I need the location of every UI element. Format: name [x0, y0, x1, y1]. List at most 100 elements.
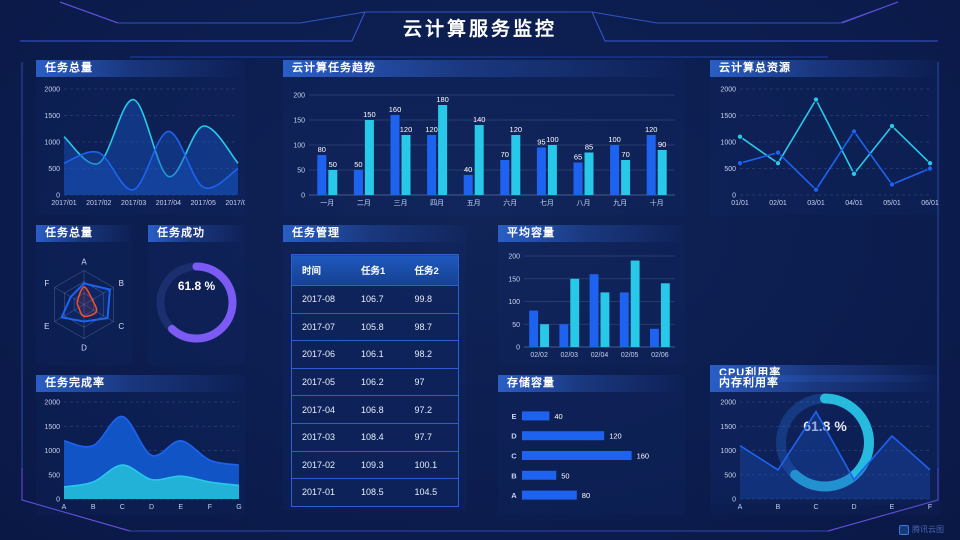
- svg-text:E: E: [44, 322, 49, 331]
- svg-text:G: G: [236, 504, 241, 511]
- svg-text:B: B: [511, 471, 517, 480]
- cpu-usage-value: 61.8 %: [710, 418, 940, 434]
- task-table-cell: 2017-05: [291, 367, 352, 396]
- panel-title-task-total-radar: 任务总量: [36, 225, 132, 242]
- svg-text:02/02: 02/02: [530, 352, 548, 359]
- panel-task-total-radar: 任务总量 A B C D E F: [36, 225, 132, 365]
- task-table-cell: 106.2: [351, 367, 405, 396]
- panel-title-total-resources: 云计算总资源: [710, 60, 940, 77]
- svg-text:2000: 2000: [44, 400, 60, 407]
- task-table-cell: 100.1: [404, 450, 459, 479]
- svg-text:50: 50: [329, 160, 337, 169]
- svg-text:50: 50: [512, 322, 520, 329]
- svg-text:十月: 十月: [650, 198, 664, 207]
- svg-text:1000: 1000: [44, 448, 60, 455]
- task-table-cell: 99.8: [404, 285, 459, 314]
- panel-task-success: 任务成功 61.8 %: [148, 225, 245, 365]
- svg-text:04/01: 04/01: [845, 200, 863, 207]
- svg-text:160: 160: [389, 105, 402, 114]
- svg-text:500: 500: [724, 472, 736, 479]
- storage-hbar-chart: E 40 D 120 C 160 B 50 A 80: [511, 411, 650, 500]
- task-table-row: 2017-07 105.8 98.7: [291, 312, 459, 341]
- task-table-cell: 106.1: [351, 340, 405, 369]
- task-total-area-chart: 0 500 1000 1500 2000 2017/01 2017/02 2017/03 201…: [44, 87, 245, 208]
- svg-text:65: 65: [574, 153, 582, 162]
- svg-text:2017/05: 2017/05: [191, 200, 216, 207]
- svg-text:1000: 1000: [44, 140, 60, 147]
- svg-text:B: B: [776, 504, 781, 511]
- panel-title-task-success: 任务成功: [148, 225, 245, 242]
- svg-text:A: A: [511, 491, 517, 500]
- task-table-header-task2: 任务2: [404, 254, 459, 286]
- svg-text:五月: 五月: [467, 199, 481, 207]
- task-table-cell: 2017-03: [291, 422, 352, 452]
- task-table: 时间 任务1 任务2 2017-08 106.7 99.8 2017-07 105.8 9…: [291, 254, 459, 507]
- svg-text:B: B: [119, 279, 124, 288]
- svg-text:1500: 1500: [720, 424, 736, 431]
- task-trend-bar-chart: 0501001502008050160120407095651001205015…: [293, 93, 675, 207]
- svg-text:1000: 1000: [720, 448, 736, 455]
- svg-text:2000: 2000: [44, 87, 60, 94]
- task-table-row: 2017-08 106.7 99.8: [291, 285, 459, 314]
- svg-text:四月: 四月: [430, 199, 444, 207]
- tencent-cloud-logo: 腾讯云图: [899, 524, 944, 535]
- memory-line-chart: 0 500 1000 1500 2000 A B C D E F: [720, 400, 932, 512]
- svg-text:1500: 1500: [44, 424, 60, 431]
- svg-text:E: E: [890, 504, 895, 511]
- task-table-row: 2017-05 106.2 97: [291, 367, 459, 396]
- svg-text:C: C: [813, 504, 818, 511]
- svg-text:120: 120: [425, 125, 438, 134]
- page-title: 云计算服务监控: [402, 19, 557, 40]
- panel-task-manage: 任务管理 时间 任务1 任务2 2017-08 106.7 99.8 2017-07 1…: [283, 225, 467, 510]
- svg-text:0: 0: [732, 497, 736, 504]
- svg-text:F: F: [44, 279, 49, 288]
- svg-text:0: 0: [516, 345, 520, 352]
- task-table-row: 2017-03 108.4 97.7: [291, 422, 459, 452]
- task-table-row: 2017-06 106.1 98.2: [291, 340, 459, 369]
- svg-text:500: 500: [724, 166, 736, 173]
- task-table-header-task1: 任务1: [351, 254, 405, 286]
- svg-text:120: 120: [510, 125, 523, 134]
- task-table-cell: 97.7: [404, 422, 459, 452]
- svg-text:C: C: [120, 504, 125, 511]
- svg-text:1500: 1500: [720, 113, 736, 120]
- cloud-logo-text: 腾讯云图: [912, 525, 944, 534]
- svg-text:80: 80: [582, 491, 590, 500]
- task-completion-area-chart: 0 500 1000 1500 2000 A B C D E F G: [44, 400, 241, 512]
- svg-text:95: 95: [537, 138, 545, 147]
- panel-title-task-completion: 任务完成率: [36, 375, 245, 392]
- panel-total-resources: 云计算总资源 0 500 1000 1500 2000 01/01 02/01 03/01 04…: [710, 60, 940, 215]
- task-table-row: 2017-02 109.3 100.1: [291, 450, 459, 479]
- cloud-logo-icon: [899, 524, 909, 535]
- panel-title-avg-capacity: 平均容量: [498, 225, 685, 242]
- svg-text:01/01: 01/01: [731, 200, 749, 207]
- svg-text:F: F: [208, 504, 212, 511]
- svg-text:1000: 1000: [720, 140, 736, 147]
- svg-text:150: 150: [363, 110, 376, 119]
- svg-text:40: 40: [464, 165, 472, 174]
- avg-capacity-bar-chart: 0 50 100 150 200 02/02 02/03 02/04 02/05 02/06: [508, 254, 675, 359]
- svg-text:500: 500: [48, 472, 60, 479]
- svg-text:100: 100: [546, 135, 559, 144]
- svg-text:八月: 八月: [577, 199, 591, 207]
- panel-title-memory: 内存利用率: [710, 375, 940, 392]
- task-table-cell: 2017-08: [291, 285, 352, 314]
- task-table-cell: 2017-01: [291, 478, 352, 507]
- svg-text:02/01: 02/01: [769, 200, 787, 207]
- task-success-donut-chart: [156, 262, 237, 343]
- svg-text:90: 90: [658, 140, 666, 149]
- task-table-cell: 97.2: [404, 395, 459, 424]
- task-table-cell: 2017-02: [291, 450, 352, 479]
- svg-text:120: 120: [400, 125, 413, 134]
- svg-text:120: 120: [609, 432, 622, 441]
- task-table-cell: 108.5: [351, 478, 405, 507]
- svg-text:150: 150: [293, 118, 305, 125]
- svg-text:100: 100: [508, 299, 520, 306]
- svg-text:B: B: [91, 504, 96, 511]
- svg-text:140: 140: [473, 115, 486, 124]
- svg-text:1500: 1500: [44, 113, 60, 120]
- panel-title-task-trend: 云计算任务趋势: [283, 60, 685, 77]
- svg-text:160: 160: [637, 452, 650, 461]
- svg-text:120: 120: [645, 125, 658, 134]
